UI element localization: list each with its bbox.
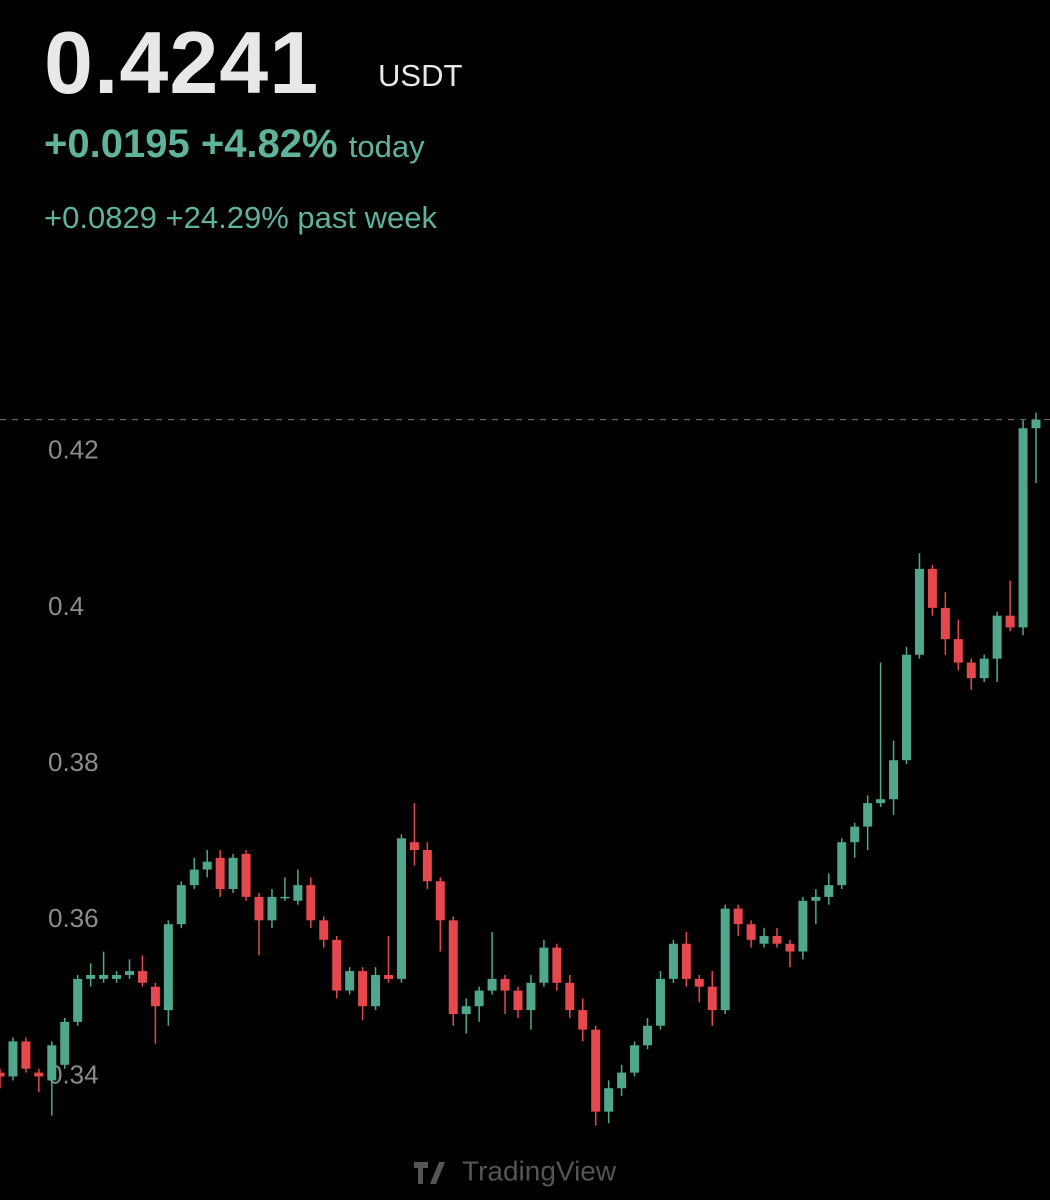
candle-body [798, 900, 808, 952]
week-change: +0.0829 +24.29% past week [44, 200, 437, 235]
candle-body [474, 990, 484, 1007]
candle-body [150, 986, 160, 1007]
candle-body [487, 978, 497, 991]
candle-body [746, 924, 756, 940]
candle-body [604, 1088, 614, 1112]
candle-body [565, 982, 575, 1011]
candle-body [940, 607, 950, 640]
candle-body [448, 920, 458, 1015]
candle-body [837, 842, 847, 886]
candle-body [500, 978, 510, 991]
candle-body [21, 1041, 31, 1069]
watermark: TradingView [414, 1155, 617, 1186]
candle-body [422, 850, 432, 882]
candle-body [73, 978, 83, 1022]
today-change-percent: +4.82% [200, 122, 338, 166]
candle-body [720, 908, 730, 1011]
candle-body [578, 1010, 588, 1030]
candle-body [8, 1041, 18, 1077]
price: 0.4241 [44, 13, 320, 112]
candle-body [189, 869, 199, 886]
unit: USDT [378, 58, 463, 93]
candle-body [112, 974, 122, 979]
watermark-logo [414, 1162, 445, 1184]
y-tick-label: 0.34 [48, 1059, 99, 1089]
candle-body [409, 842, 419, 851]
today-change: +0.0195 +4.82% today [44, 122, 425, 167]
candle-body [552, 947, 562, 983]
candle-body [863, 803, 873, 827]
candle-body [966, 662, 976, 679]
candle-body [461, 1006, 471, 1015]
candle-body [306, 885, 316, 921]
candle-body [60, 1021, 70, 1065]
candle-body [319, 920, 329, 940]
candle-body [785, 943, 795, 952]
candle-body [371, 974, 381, 1007]
candle-body [1018, 428, 1028, 628]
candle-body [876, 799, 886, 804]
candle-body [617, 1072, 627, 1089]
candle-body [47, 1045, 57, 1081]
candle-body [34, 1072, 44, 1077]
candle-body [358, 971, 368, 1007]
candle-body [0, 1072, 5, 1077]
candle-body [125, 971, 134, 975]
candle-body [979, 658, 989, 679]
candle-body [435, 881, 445, 921]
today-change-value: +0.0195 [44, 122, 190, 166]
candle-body [241, 853, 251, 897]
candle-body [215, 857, 225, 890]
candle-body [176, 885, 186, 925]
candle-body [953, 639, 963, 663]
candle-body [707, 986, 717, 1011]
candle-body [992, 615, 1002, 659]
candle-body [384, 974, 393, 979]
candle-body [332, 939, 342, 991]
y-tick-label: 0.38 [48, 747, 99, 777]
candle-body [526, 982, 536, 1011]
candle-body [267, 896, 277, 921]
candle-body [914, 568, 924, 655]
candle-body [137, 971, 147, 983]
today-label: today [348, 129, 425, 164]
y-tick-label: 0.4 [48, 591, 84, 621]
candle-body [99, 974, 109, 979]
candle-body [293, 885, 303, 901]
candle-body [630, 1045, 640, 1073]
y-tick-label: 0.36 [48, 903, 99, 933]
candle-body [759, 935, 769, 944]
candle-body [591, 1029, 601, 1112]
candle-body [850, 826, 860, 843]
candle-body [539, 947, 549, 983]
candle-body [280, 896, 290, 899]
candle-body [643, 1025, 652, 1046]
candle-body [811, 896, 821, 901]
candle-body [668, 943, 678, 979]
candle-body [396, 838, 406, 979]
candle-body [927, 568, 937, 608]
candle-body [902, 654, 911, 761]
candle-body [1031, 419, 1041, 429]
candle-body [163, 924, 173, 1011]
candle-body [733, 908, 743, 925]
candle-body [202, 861, 212, 870]
candle-body [513, 990, 523, 1011]
candle-body [694, 978, 704, 987]
candle-body [772, 935, 782, 944]
candle-body [655, 978, 665, 1026]
candle-body [681, 943, 691, 979]
candle-body [86, 974, 96, 979]
candle-body [228, 857, 238, 890]
candle-body [824, 885, 834, 897]
candle-body [254, 896, 264, 921]
candle-body [889, 760, 899, 800]
watermark-text: TradingView [462, 1155, 617, 1186]
y-tick-label: 0.42 [48, 435, 99, 465]
candle-body [1005, 615, 1015, 628]
candle-body [345, 971, 355, 991]
